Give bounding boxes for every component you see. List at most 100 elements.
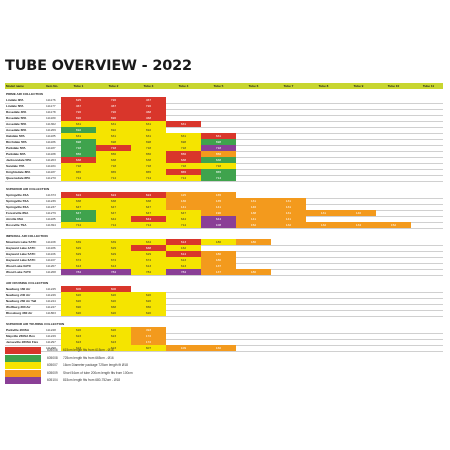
tube-cell: 131 <box>236 198 271 204</box>
item-number: 111184 <box>46 164 56 168</box>
model-name: Mountain Lake 5ATC <box>6 240 37 244</box>
table-row: Mayville 260SA Box 111249 623 623 172 <box>5 333 443 339</box>
tube-cell: 638 <box>61 157 96 163</box>
model-name: Parkdale 6PA <box>6 152 26 156</box>
tube-cell: 631 <box>131 121 166 127</box>
table-row: Jenseville 280SA Flex 111297 623 623 172 <box>5 339 443 345</box>
tube-cell: 624 <box>131 192 166 198</box>
tube-cell: 718 <box>201 145 236 151</box>
tube-cell: 629 <box>61 245 96 251</box>
tube-cell: 467 <box>96 103 131 109</box>
model-name: Airville 6SA <box>6 217 24 221</box>
model-name: Springville 5SA <box>6 199 29 203</box>
legend-item: 605007 16cm Diameter package 725cm length… <box>5 362 305 370</box>
model-name: Springville 6SA <box>6 205 29 209</box>
tube-cell: 647 <box>61 204 96 210</box>
column-header: Tube 11 <box>422 84 435 88</box>
legend-description: 615cm length fits from 615cm - Ø16 <box>63 348 114 352</box>
model-name: Knightsdale 8PA <box>6 170 31 174</box>
table-row: Wood Lake 7ATC 111268 784 784 784 784 137 180 <box>5 269 443 275</box>
tube-cell: 865 <box>201 169 236 175</box>
tube-cell: 718 <box>96 163 131 169</box>
legend-item: 605006 615cm length fits from 615cm - Ø16 <box>5 347 305 354</box>
tube-cell: 644 <box>96 216 131 222</box>
item-number: 111180 <box>46 116 56 120</box>
item-number: 111297 <box>46 340 56 344</box>
row-divider <box>5 228 443 229</box>
column-header: Tube 4 <box>178 84 189 88</box>
tube-cell: 624 <box>61 192 96 198</box>
column-header: Tube 2 <box>108 84 119 88</box>
row-divider <box>5 298 443 299</box>
row-divider <box>5 109 443 110</box>
item-number: 111244 <box>46 299 56 303</box>
legend-description: 725cm length fits from 665cm - Ø16 <box>63 355 114 360</box>
tube-cell: 692 <box>61 127 96 133</box>
tube-cell: 639 <box>96 239 131 245</box>
tube-cell: 638 <box>96 157 131 163</box>
model-name: Wolfburg 380 Air <box>6 305 31 309</box>
legend-code: 605006 <box>47 348 58 352</box>
tube-cell: 137 <box>201 263 236 269</box>
tube-cell: 720 <box>96 97 131 103</box>
section-title: SUPERIOR AIR COLLECTION <box>6 187 50 191</box>
tube-cell: 714 <box>96 175 131 181</box>
table-row: Oakdale 5PA 111185 631 631 631 631 631 <box>5 133 443 139</box>
tube-cell: 631 <box>131 133 166 139</box>
tube-cell: 644 <box>131 216 166 222</box>
section-title-row: PRIME AIR COLLECTION <box>5 91 443 97</box>
section-title-row: IMPERIAL AIR COLLECTION <box>5 233 443 239</box>
tube-cell: 631 <box>61 121 96 127</box>
item-number: 111863 <box>46 311 56 315</box>
tube-cell: 784 <box>166 269 201 275</box>
tube-cell: 131 <box>271 198 306 204</box>
tube-cell: 865 <box>131 169 166 175</box>
tube-cell: 160 <box>201 345 236 351</box>
table-row: Newburg 240 Air 111246 620 620 620 <box>5 292 443 298</box>
model-name: Forestville 8SA <box>6 211 29 215</box>
tube-cell: 784 <box>61 269 96 275</box>
tube-cell: 613 <box>166 263 201 269</box>
tube-cell: 620 <box>131 310 166 316</box>
item-number: 111279 <box>46 211 56 215</box>
tube-cell: 620 <box>61 310 96 316</box>
tube-cell: 606 <box>61 286 96 292</box>
item-number: 111362 <box>46 122 56 126</box>
tube-cell: 180 <box>201 251 236 257</box>
model-name: Newburg 240 Air <box>6 293 31 297</box>
tube-cell: 698 <box>96 139 131 145</box>
table-row: Rosedale 4PA 111178 720 720 468 <box>5 109 443 115</box>
item-number: 111394 <box>46 223 56 227</box>
row-divider <box>5 121 443 122</box>
table-row: Parkdale 6PA 111188 656 656 656 656 656 <box>5 151 443 157</box>
tube-cell: 720 <box>131 103 166 109</box>
tube-cell: 718 <box>201 163 236 169</box>
table-row: Newburg 260 Air Tall 111244 620 620 620 <box>5 298 443 304</box>
tube-cell: 132 <box>271 222 306 228</box>
table-row: Aosedale 6PA 111269 692 692 692 <box>5 127 443 133</box>
model-name: Rossville 7SA <box>6 223 27 227</box>
row-divider <box>5 339 443 340</box>
legend-swatch <box>5 347 41 354</box>
column-header: Tube 10 <box>387 84 400 88</box>
model-name: Birchdale 5PA <box>6 140 27 144</box>
tube-cell: 698 <box>61 139 96 145</box>
tube-cell: 674 <box>96 257 131 263</box>
column-header: Tube 8 <box>318 84 329 88</box>
column-header: Item No. <box>46 84 59 88</box>
model-name: Springville 4SA <box>6 193 29 197</box>
tube-cell: 467 <box>61 103 96 109</box>
tube-cell: 108 <box>201 222 236 228</box>
item-number: 111186 <box>46 140 56 144</box>
tube-cell: 718 <box>131 163 166 169</box>
table-row: Birchdale 5PA 111186 698 698 698 698 698 <box>5 139 443 145</box>
tube-cell: 638 <box>61 198 96 204</box>
section-title-row: SUPERIOR AIR TOURING COLLECTION <box>5 321 443 327</box>
item-number: 111186 <box>46 246 56 250</box>
tube-cell: 629 <box>61 251 96 257</box>
tube-cell: 865 <box>61 169 96 175</box>
tube-cell: 631 <box>96 133 131 139</box>
tube-cell: 468 <box>131 115 166 121</box>
item-number: 111108 <box>46 240 56 244</box>
table-row: Newburg 160 Air 111245 606 600 <box>5 286 443 292</box>
